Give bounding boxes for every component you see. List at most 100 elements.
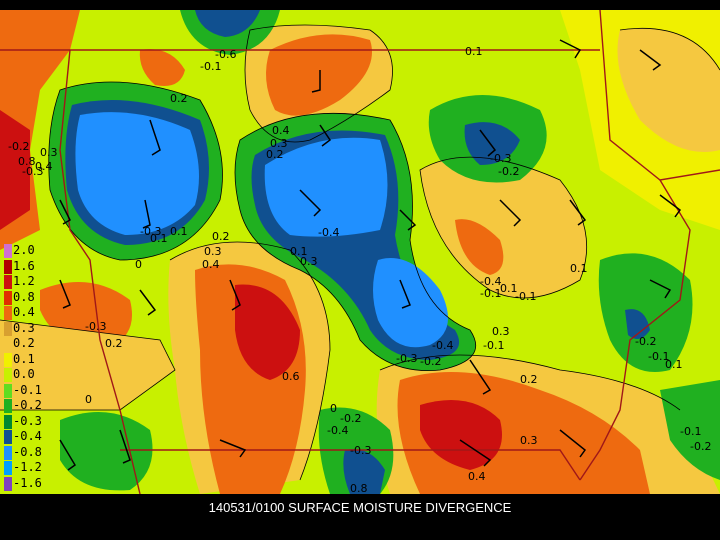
- contour-label: -0.4: [318, 226, 339, 239]
- legend-entry: 0.2: [4, 336, 48, 352]
- color-legend: 2.0 1.6 1.2 0.8 0.4 0.3 0.2 0.1 0.0 -0.1 -0.2 -0.3-…: [4, 243, 48, 491]
- contour-label: -0.3: [140, 225, 161, 238]
- east-green-blob: [598, 253, 693, 372]
- contour-label: 0.1: [500, 282, 518, 295]
- contour-label: -0.3: [22, 165, 43, 178]
- legend-label: -0.8: [13, 444, 42, 459]
- legend-entry: 0.3: [4, 321, 48, 337]
- contour-label: -0.2: [8, 140, 29, 153]
- legend-label: -0.3: [13, 413, 42, 428]
- southwest-gold: [0, 320, 175, 410]
- legend-swatch: [4, 306, 12, 320]
- legend-entry: 2.0: [4, 243, 48, 259]
- contour-label: -0.1: [483, 339, 504, 352]
- contour-label: 0.1: [290, 245, 308, 258]
- legend-label: -0.4: [13, 429, 42, 443]
- legend-label: 2.0: [13, 243, 35, 257]
- contour-label: 0.3: [270, 137, 288, 150]
- south-central-red: [235, 284, 300, 380]
- wind-barbs: [59, 39, 682, 471]
- contour-label: -0.4: [327, 424, 348, 437]
- west-red-core: [0, 110, 30, 230]
- contour-label: -0.1: [480, 287, 501, 300]
- legend-label: 0.8: [13, 289, 35, 304]
- legend-label: -0.1: [13, 382, 42, 397]
- contour-label: -0.3: [396, 352, 417, 365]
- contour-label: 0.4: [468, 470, 486, 483]
- legend-label: -1.2: [13, 460, 42, 474]
- contour-label: 0.3: [40, 146, 58, 159]
- legend-label: 0.0: [13, 367, 35, 381]
- legend-entry: -1.2: [4, 460, 48, 476]
- sw-green-blob: [60, 412, 153, 491]
- legend-label: 1.6: [13, 258, 35, 273]
- contour-label: -0.2: [340, 412, 361, 425]
- contour-label: -0.2: [690, 440, 711, 453]
- north-orange: [266, 34, 372, 116]
- north-darkblue-blob: [195, 10, 260, 37]
- contour-label: 0.4: [35, 160, 53, 173]
- central-south-negative-core: [373, 258, 448, 348]
- moisture-divergence-map: -0.6 -0.1 0.2 0.1 -0.2 0.3 0.4 0.3 0.2 -0.4 -0.3 0.…: [0, 10, 720, 494]
- contour-label: 0.8: [350, 482, 368, 494]
- legend-swatch: [4, 445, 12, 460]
- legend-entry: 0.1: [4, 352, 48, 368]
- contour-label: 0.1: [570, 262, 588, 275]
- contour-label: -0.1: [200, 60, 221, 73]
- contour-label: 0.3: [520, 434, 538, 447]
- legend-entry: -0.2: [4, 398, 48, 414]
- contour-label: 0.2: [266, 148, 284, 161]
- contour-label: -0.3: [85, 320, 106, 333]
- contour-label: 0.1: [465, 45, 483, 58]
- legend-entry: 1.2: [4, 274, 48, 290]
- contour-label: 0.4: [202, 258, 220, 271]
- ne-gold-region: [617, 28, 720, 152]
- nw-negative-core: [75, 112, 199, 235]
- legend-entry: -0.8: [4, 445, 48, 461]
- legend-label: -1.6: [13, 475, 42, 490]
- contour-label: 0.2: [520, 373, 538, 386]
- center-east-gold: [420, 157, 587, 298]
- legend-swatch: [4, 430, 12, 444]
- legend-swatch: [4, 275, 12, 289]
- legend-entry: 0.4: [4, 305, 48, 321]
- contour-label: -0.2: [635, 335, 656, 348]
- contour-label: 0: [135, 258, 142, 271]
- legend-swatch: [4, 414, 12, 429]
- contour-label: 0.3: [300, 255, 318, 268]
- contour-label: 0.1: [665, 358, 683, 371]
- east-darkblue-blob: [625, 309, 650, 339]
- contour-label: -0.6: [215, 48, 236, 61]
- contour-label: -0.4: [432, 339, 453, 352]
- legend-swatch: [4, 461, 12, 475]
- legend-swatch: [4, 399, 12, 413]
- contour-lines: [0, 24, 720, 481]
- map-caption: 140531/0100 SURFACE MOISTURE DIVERGENCE: [208, 500, 512, 515]
- contour-label: -0.3: [490, 152, 511, 165]
- legend-entry: -0.4: [4, 429, 48, 445]
- legend-entry: 0.0: [4, 367, 48, 383]
- contour-label: -0.1: [648, 350, 669, 363]
- contour-label: -0.3: [350, 444, 371, 457]
- legend-swatch: [4, 259, 12, 274]
- contour-label: 0.3: [204, 245, 222, 258]
- contour-label: -0.2: [498, 165, 519, 178]
- contour-label: 0.2: [105, 337, 123, 350]
- small-orange-north: [139, 49, 185, 86]
- contour-label: 0.4: [272, 124, 290, 137]
- legend-swatch: [4, 368, 12, 382]
- contour-label: 0.1: [150, 232, 168, 245]
- contour-label: -0.4: [480, 275, 501, 288]
- legend-swatch: [4, 244, 12, 258]
- legend-entry: 1.6: [4, 259, 48, 275]
- legend-label: 0.3: [13, 320, 35, 335]
- legend-swatch: [4, 321, 12, 336]
- south-darkblue-blob: [343, 449, 385, 494]
- contour-plot: -0.6-0.10.20.1-0.2 0.30.40.30.2-0.4-0.30.…: [0, 10, 720, 494]
- contour-label: 0: [330, 402, 337, 415]
- legend-label: 0.1: [13, 351, 35, 366]
- legend-entry: -1.6: [4, 476, 48, 492]
- contour-label: 0: [85, 393, 92, 406]
- legend-label: 0.4: [13, 305, 35, 319]
- ne-darkblue-blob: [464, 122, 520, 165]
